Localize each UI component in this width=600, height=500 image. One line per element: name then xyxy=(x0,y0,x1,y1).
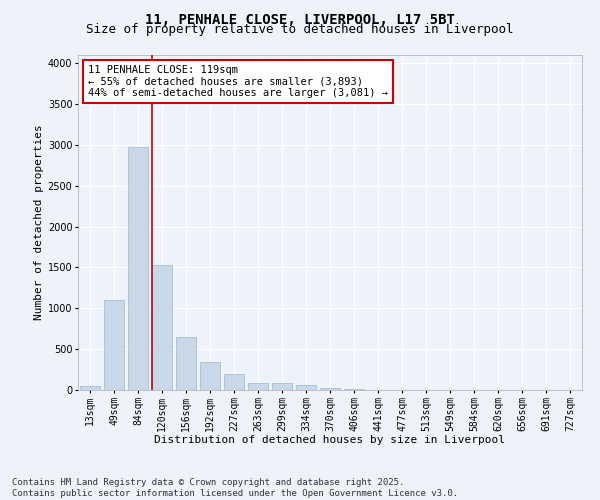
Bar xyxy=(224,374,244,390)
Bar xyxy=(320,388,340,390)
Text: 11 PENHALE CLOSE: 119sqm
← 55% of detached houses are smaller (3,893)
44% of sem: 11 PENHALE CLOSE: 119sqm ← 55% of detach… xyxy=(88,65,388,98)
Bar xyxy=(152,265,172,390)
Bar xyxy=(272,382,292,390)
Bar xyxy=(296,384,316,390)
Text: 11, PENHALE CLOSE, LIVERPOOL, L17 5BT: 11, PENHALE CLOSE, LIVERPOOL, L17 5BT xyxy=(145,12,455,26)
Bar xyxy=(200,362,220,390)
Bar xyxy=(176,337,196,390)
Bar xyxy=(128,146,148,390)
Bar xyxy=(104,300,124,390)
Text: Size of property relative to detached houses in Liverpool: Size of property relative to detached ho… xyxy=(86,22,514,36)
Bar xyxy=(80,386,100,390)
Bar xyxy=(344,389,364,390)
X-axis label: Distribution of detached houses by size in Liverpool: Distribution of detached houses by size … xyxy=(155,435,505,445)
Y-axis label: Number of detached properties: Number of detached properties xyxy=(34,124,44,320)
Text: Contains HM Land Registry data © Crown copyright and database right 2025.
Contai: Contains HM Land Registry data © Crown c… xyxy=(12,478,458,498)
Bar xyxy=(248,382,268,390)
